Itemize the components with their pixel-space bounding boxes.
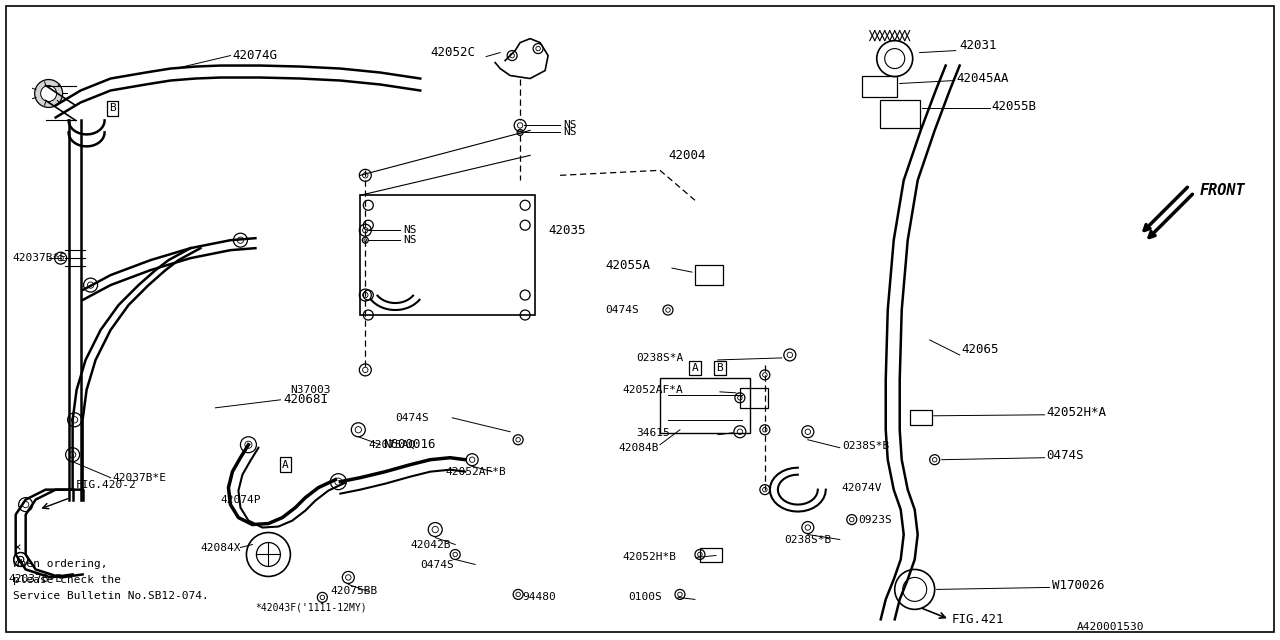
Text: 0474S: 0474S [1047,449,1084,462]
Text: 0238S*A: 0238S*A [636,353,684,363]
Text: 42052H*A: 42052H*A [1047,406,1106,419]
Text: 34615: 34615 [636,428,669,438]
Text: NS: NS [563,120,576,131]
Text: 0238S*B: 0238S*B [783,534,831,545]
Text: Service Bulletin No.SB12-074.: Service Bulletin No.SB12-074. [13,591,209,602]
Bar [660,378,750,433]
Text: 42084X: 42084X [201,543,241,552]
Text: W170026: W170026 [1052,579,1105,592]
Text: N37003: N37003 [291,385,330,395]
Text: 42068I: 42068I [283,394,329,406]
Text: 0238S*B: 0238S*B [842,441,890,451]
Text: FIG.421: FIG.421 [951,613,1005,626]
Text: 42065: 42065 [961,344,1000,356]
Text: FRONT: FRONT [1199,183,1245,198]
Text: B: B [717,363,723,373]
Text: 42037B*E: 42037B*E [113,473,166,483]
Text: When ordering,: When ordering, [13,559,108,570]
Circle shape [35,79,63,108]
Text: 42052AF*A: 42052AF*A [622,385,682,395]
Text: 42052AF*B: 42052AF*B [445,467,506,477]
Text: 42055B: 42055B [992,100,1037,113]
Text: A420001530: A420001530 [1076,622,1144,632]
Bar [861,76,897,97]
Text: 42052H*B: 42052H*B [622,552,676,563]
Text: 42055A: 42055A [605,259,650,271]
Circle shape [41,86,56,102]
Text: 0474S: 0474S [605,305,639,315]
Text: 42004: 42004 [668,149,705,162]
Bar [740,388,768,408]
Text: please check the: please check the [13,575,120,586]
Text: A: A [282,460,289,470]
Text: 42035: 42035 [548,224,585,237]
Text: 42037B*E: 42037B*E [13,253,67,263]
Text: 42074V: 42074V [842,483,882,493]
Text: 42074P: 42074P [220,495,261,504]
Text: NS: NS [403,225,417,235]
Bar [360,195,535,315]
Text: 0923S: 0923S [858,515,891,525]
Text: 42084B: 42084B [618,443,658,452]
Text: 42031: 42031 [960,39,997,52]
Text: *42043F('1111-12MY): *42043F('1111-12MY) [256,602,367,612]
Text: B: B [109,104,116,113]
Text: N600016: N600016 [383,438,435,451]
Text: FIG.420-2: FIG.420-2 [76,479,137,490]
Text: 42075AQ: 42075AQ [369,440,416,450]
Text: 42037B*E: 42037B*E [9,575,63,584]
Bar [695,265,723,285]
Text: 0474S: 0474S [396,413,429,423]
Text: 42074G: 42074G [233,49,278,62]
Text: NS: NS [403,235,417,245]
Text: 42045AA: 42045AA [956,72,1009,85]
Text: 42052C: 42052C [430,46,475,59]
Text: 94480: 94480 [522,593,556,602]
Text: 0100S: 0100S [628,593,662,602]
Text: 42075BB: 42075BB [330,586,378,596]
Bar [700,547,722,563]
Text: 42042B: 42042B [411,540,451,550]
Bar [910,410,932,425]
Text: NS: NS [563,127,576,138]
Text: A: A [691,363,699,373]
Bar [879,100,920,129]
Text: ×: × [13,541,20,554]
Text: 0474S: 0474S [420,561,454,570]
